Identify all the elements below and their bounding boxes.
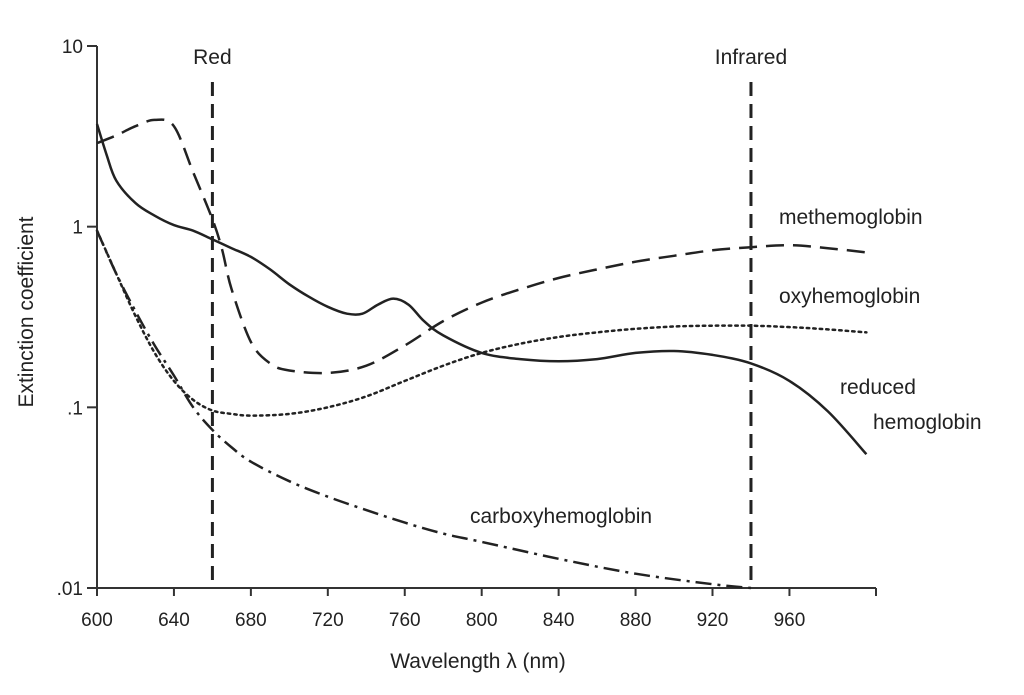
y-axis-title: Extinction coefficient xyxy=(15,216,38,407)
methemoglobin-label: methemoglobin xyxy=(779,206,923,229)
x-tick-label: 880 xyxy=(620,610,652,631)
series-lines xyxy=(95,118,868,590)
axes: 600 640 680 720 760 800 840 880 920 960 .01 .1 1 10 xyxy=(57,37,877,631)
x-tick-label: 760 xyxy=(389,610,421,631)
x-tick-label: 840 xyxy=(543,610,575,631)
series-line-reduced-hemoglobin xyxy=(95,123,868,456)
y-tick-label: .01 xyxy=(57,579,83,600)
wavelength-markers: Red Infrared xyxy=(193,46,787,588)
x-tick-label: 720 xyxy=(312,610,344,631)
oxyhemoglobin-label: oxyhemoglobin xyxy=(779,285,920,308)
series-line-carboxyhemoglobin xyxy=(95,230,752,590)
x-tick-label: 960 xyxy=(774,610,806,631)
reduced-hemoglobin-label-line1: reduced xyxy=(840,376,916,399)
x-tick-label: 920 xyxy=(697,610,729,631)
x-tick-label: 640 xyxy=(158,610,190,631)
marker-label-red: Red xyxy=(193,46,232,69)
y-tick-label: 10 xyxy=(62,37,83,58)
marker-label-infrared: Infrared xyxy=(715,46,787,69)
x-tick-label: 680 xyxy=(235,610,267,631)
x-axis-title: Wavelength λ (nm) xyxy=(390,650,565,673)
y-tick-label: 1 xyxy=(72,218,83,239)
carboxyhemoglobin-label: carboxyhemoglobin xyxy=(470,505,652,528)
y-tick-label: .1 xyxy=(67,398,83,419)
x-tick-label: 600 xyxy=(81,610,113,631)
x-tick-label: 800 xyxy=(466,610,498,631)
series-line-oxyhemoglobin xyxy=(95,229,868,417)
reduced-hemoglobin-label-line2: hemoglobin xyxy=(873,411,982,434)
series-line-methemoglobin xyxy=(96,118,867,375)
